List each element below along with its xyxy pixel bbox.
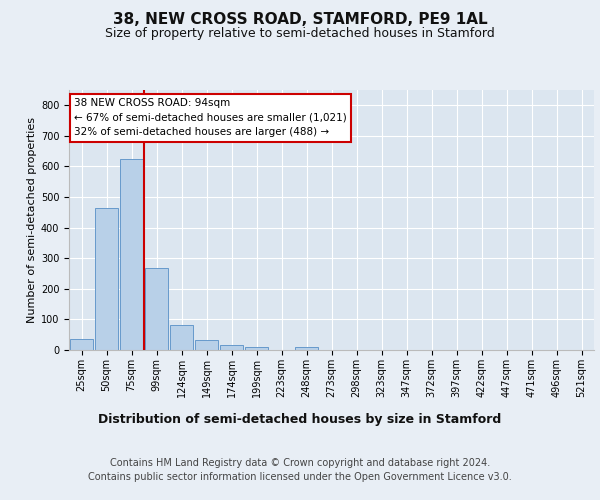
Bar	[170, 325, 193, 350]
Text: Contains public sector information licensed under the Open Government Licence v3: Contains public sector information licen…	[88, 472, 512, 482]
Bar	[220, 346, 243, 350]
Bar	[120, 159, 143, 350]
Bar	[70, 340, 93, 350]
Bar	[245, 346, 268, 350]
Bar	[95, 208, 118, 350]
Y-axis label: Number of semi-detached properties: Number of semi-detached properties	[26, 117, 37, 323]
Bar	[145, 268, 168, 350]
Text: Distribution of semi-detached houses by size in Stamford: Distribution of semi-detached houses by …	[98, 412, 502, 426]
Bar	[195, 340, 218, 350]
Text: 38, NEW CROSS ROAD, STAMFORD, PE9 1AL: 38, NEW CROSS ROAD, STAMFORD, PE9 1AL	[113, 12, 487, 28]
Text: 38 NEW CROSS ROAD: 94sqm
← 67% of semi-detached houses are smaller (1,021)
32% o: 38 NEW CROSS ROAD: 94sqm ← 67% of semi-d…	[74, 98, 347, 138]
Text: Size of property relative to semi-detached houses in Stamford: Size of property relative to semi-detach…	[105, 28, 495, 40]
Bar	[295, 346, 318, 350]
Text: Contains HM Land Registry data © Crown copyright and database right 2024.: Contains HM Land Registry data © Crown c…	[110, 458, 490, 468]
